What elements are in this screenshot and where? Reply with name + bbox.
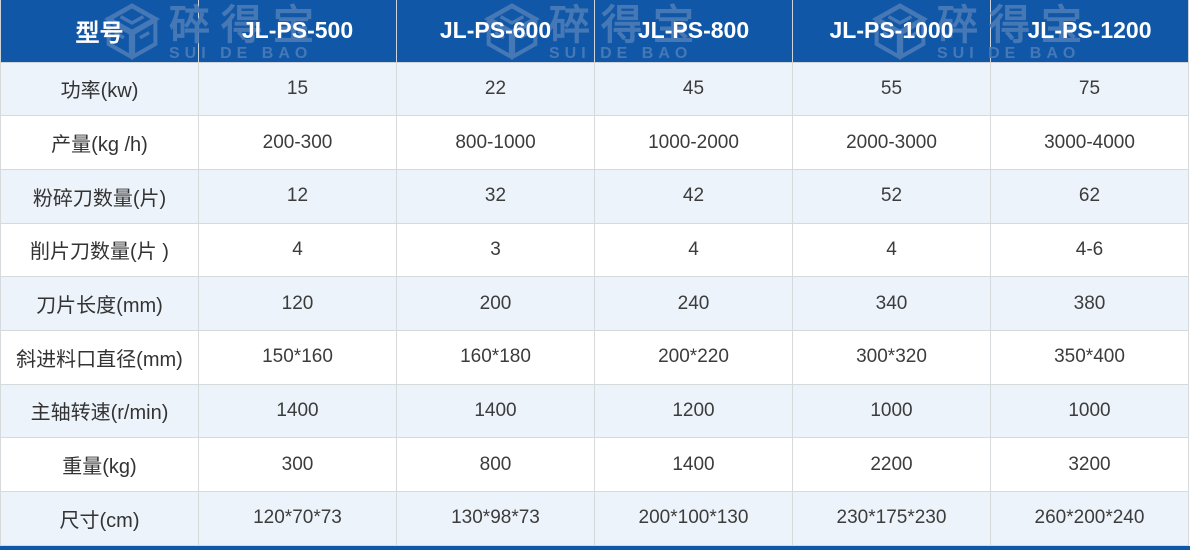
spec-value-cell: 150*160 <box>198 329 397 385</box>
header-row: 型号 JL-PS-500 JL-PS-600 JL-PS-800 JL-PS-1… <box>0 0 1189 63</box>
spec-value-cell: 800-1000 <box>396 115 595 170</box>
spec-value-cell: 130*98*73 <box>396 491 595 546</box>
spec-value-cell: 1000 <box>792 383 991 439</box>
spec-value-cell: 1400 <box>396 383 595 439</box>
spec-value-cell: 120 <box>198 276 397 331</box>
spec-value-cell: 4 <box>198 222 397 278</box>
spec-value-cell: 240 <box>594 276 793 331</box>
spec-value-cell: 230*175*230 <box>792 491 991 546</box>
bottom-accent-bar <box>0 546 1190 550</box>
spec-row-dimensions: 尺寸(cm) 120*70*73 130*98*73 200*100*130 2… <box>0 491 1189 546</box>
row-label-cell: 粉碎刀数量(片) <box>0 168 199 224</box>
spec-value-cell: 2200 <box>792 437 991 492</box>
spec-value-cell: 350*400 <box>990 329 1189 385</box>
model-header-cell: JL-PS-500 <box>198 0 397 63</box>
row-label-cell: 尺寸(cm) <box>0 491 199 546</box>
row-label-cell: 主轴转速(r/min) <box>0 383 199 439</box>
spec-value-cell: 4 <box>792 222 991 278</box>
spec-row-blade-length: 刀片长度(mm) 120 200 240 340 380 <box>0 276 1189 331</box>
spec-value-cell: 200*100*130 <box>594 491 793 546</box>
row-label-cell: 重量(kg) <box>0 437 199 492</box>
spec-value-cell: 1200 <box>594 383 793 439</box>
spec-value-cell: 42 <box>594 168 793 224</box>
spec-value-cell: 120*70*73 <box>198 491 397 546</box>
row-label-cell: 削片刀数量(片 ) <box>0 222 199 278</box>
spec-value-cell: 260*200*240 <box>990 491 1189 546</box>
spec-value-cell: 2000-3000 <box>792 115 991 170</box>
spec-value-cell: 22 <box>396 61 595 117</box>
spec-value-cell: 200 <box>396 276 595 331</box>
model-header-cell: JL-PS-1200 <box>990 0 1189 63</box>
spec-value-cell: 15 <box>198 61 397 117</box>
spec-value-cell: 55 <box>792 61 991 117</box>
spec-value-cell: 62 <box>990 168 1189 224</box>
spec-value-cell: 3200 <box>990 437 1189 492</box>
spec-value-cell: 45 <box>594 61 793 117</box>
spec-value-cell: 340 <box>792 276 991 331</box>
spec-value-cell: 1000-2000 <box>594 115 793 170</box>
spec-row-output: 产量(kg /h) 200-300 800-1000 1000-2000 200… <box>0 115 1189 170</box>
model-header-cell: JL-PS-800 <box>594 0 793 63</box>
spec-value-cell: 52 <box>792 168 991 224</box>
spec-row-inlet-diameter: 斜进料口直径(mm) 150*160 160*180 200*220 300*3… <box>0 329 1189 385</box>
spec-value-cell: 12 <box>198 168 397 224</box>
spec-value-cell: 4 <box>594 222 793 278</box>
spec-value-cell: 1400 <box>198 383 397 439</box>
spec-value-cell: 3 <box>396 222 595 278</box>
row-label-cell: 功率(kw) <box>0 61 199 117</box>
spec-value-cell: 3000-4000 <box>990 115 1189 170</box>
spec-value-cell: 200*220 <box>594 329 793 385</box>
spec-value-cell: 1000 <box>990 383 1189 439</box>
spec-value-cell: 800 <box>396 437 595 492</box>
spec-row-power: 功率(kw) 15 22 45 55 75 <box>0 61 1189 117</box>
model-column-title: 型号 <box>0 0 199 63</box>
spec-value-cell: 300*320 <box>792 329 991 385</box>
spec-value-cell: 380 <box>990 276 1189 331</box>
row-label-cell: 刀片长度(mm) <box>0 276 199 331</box>
spec-row-spindle-speed: 主轴转速(r/min) 1400 1400 1200 1000 1000 <box>0 383 1189 439</box>
spec-value-cell: 300 <box>198 437 397 492</box>
spec-value-cell: 160*180 <box>396 329 595 385</box>
spec-row-crush-blades: 粉碎刀数量(片) 12 32 42 52 62 <box>0 168 1189 224</box>
spec-value-cell: 1400 <box>594 437 793 492</box>
model-header-cell: JL-PS-1000 <box>792 0 991 63</box>
row-label-cell: 斜进料口直径(mm) <box>0 329 199 385</box>
spec-value-cell: 32 <box>396 168 595 224</box>
spec-value-cell: 75 <box>990 61 1189 117</box>
spec-row-chip-blades: 削片刀数量(片 ) 4 3 4 4 4-6 <box>0 222 1189 278</box>
spec-value-cell: 4-6 <box>990 222 1189 278</box>
model-header-cell: JL-PS-600 <box>396 0 595 63</box>
spec-row-weight: 重量(kg) 300 800 1400 2200 3200 <box>0 437 1189 492</box>
row-label-cell: 产量(kg /h) <box>0 115 199 170</box>
spec-value-cell: 200-300 <box>198 115 397 170</box>
